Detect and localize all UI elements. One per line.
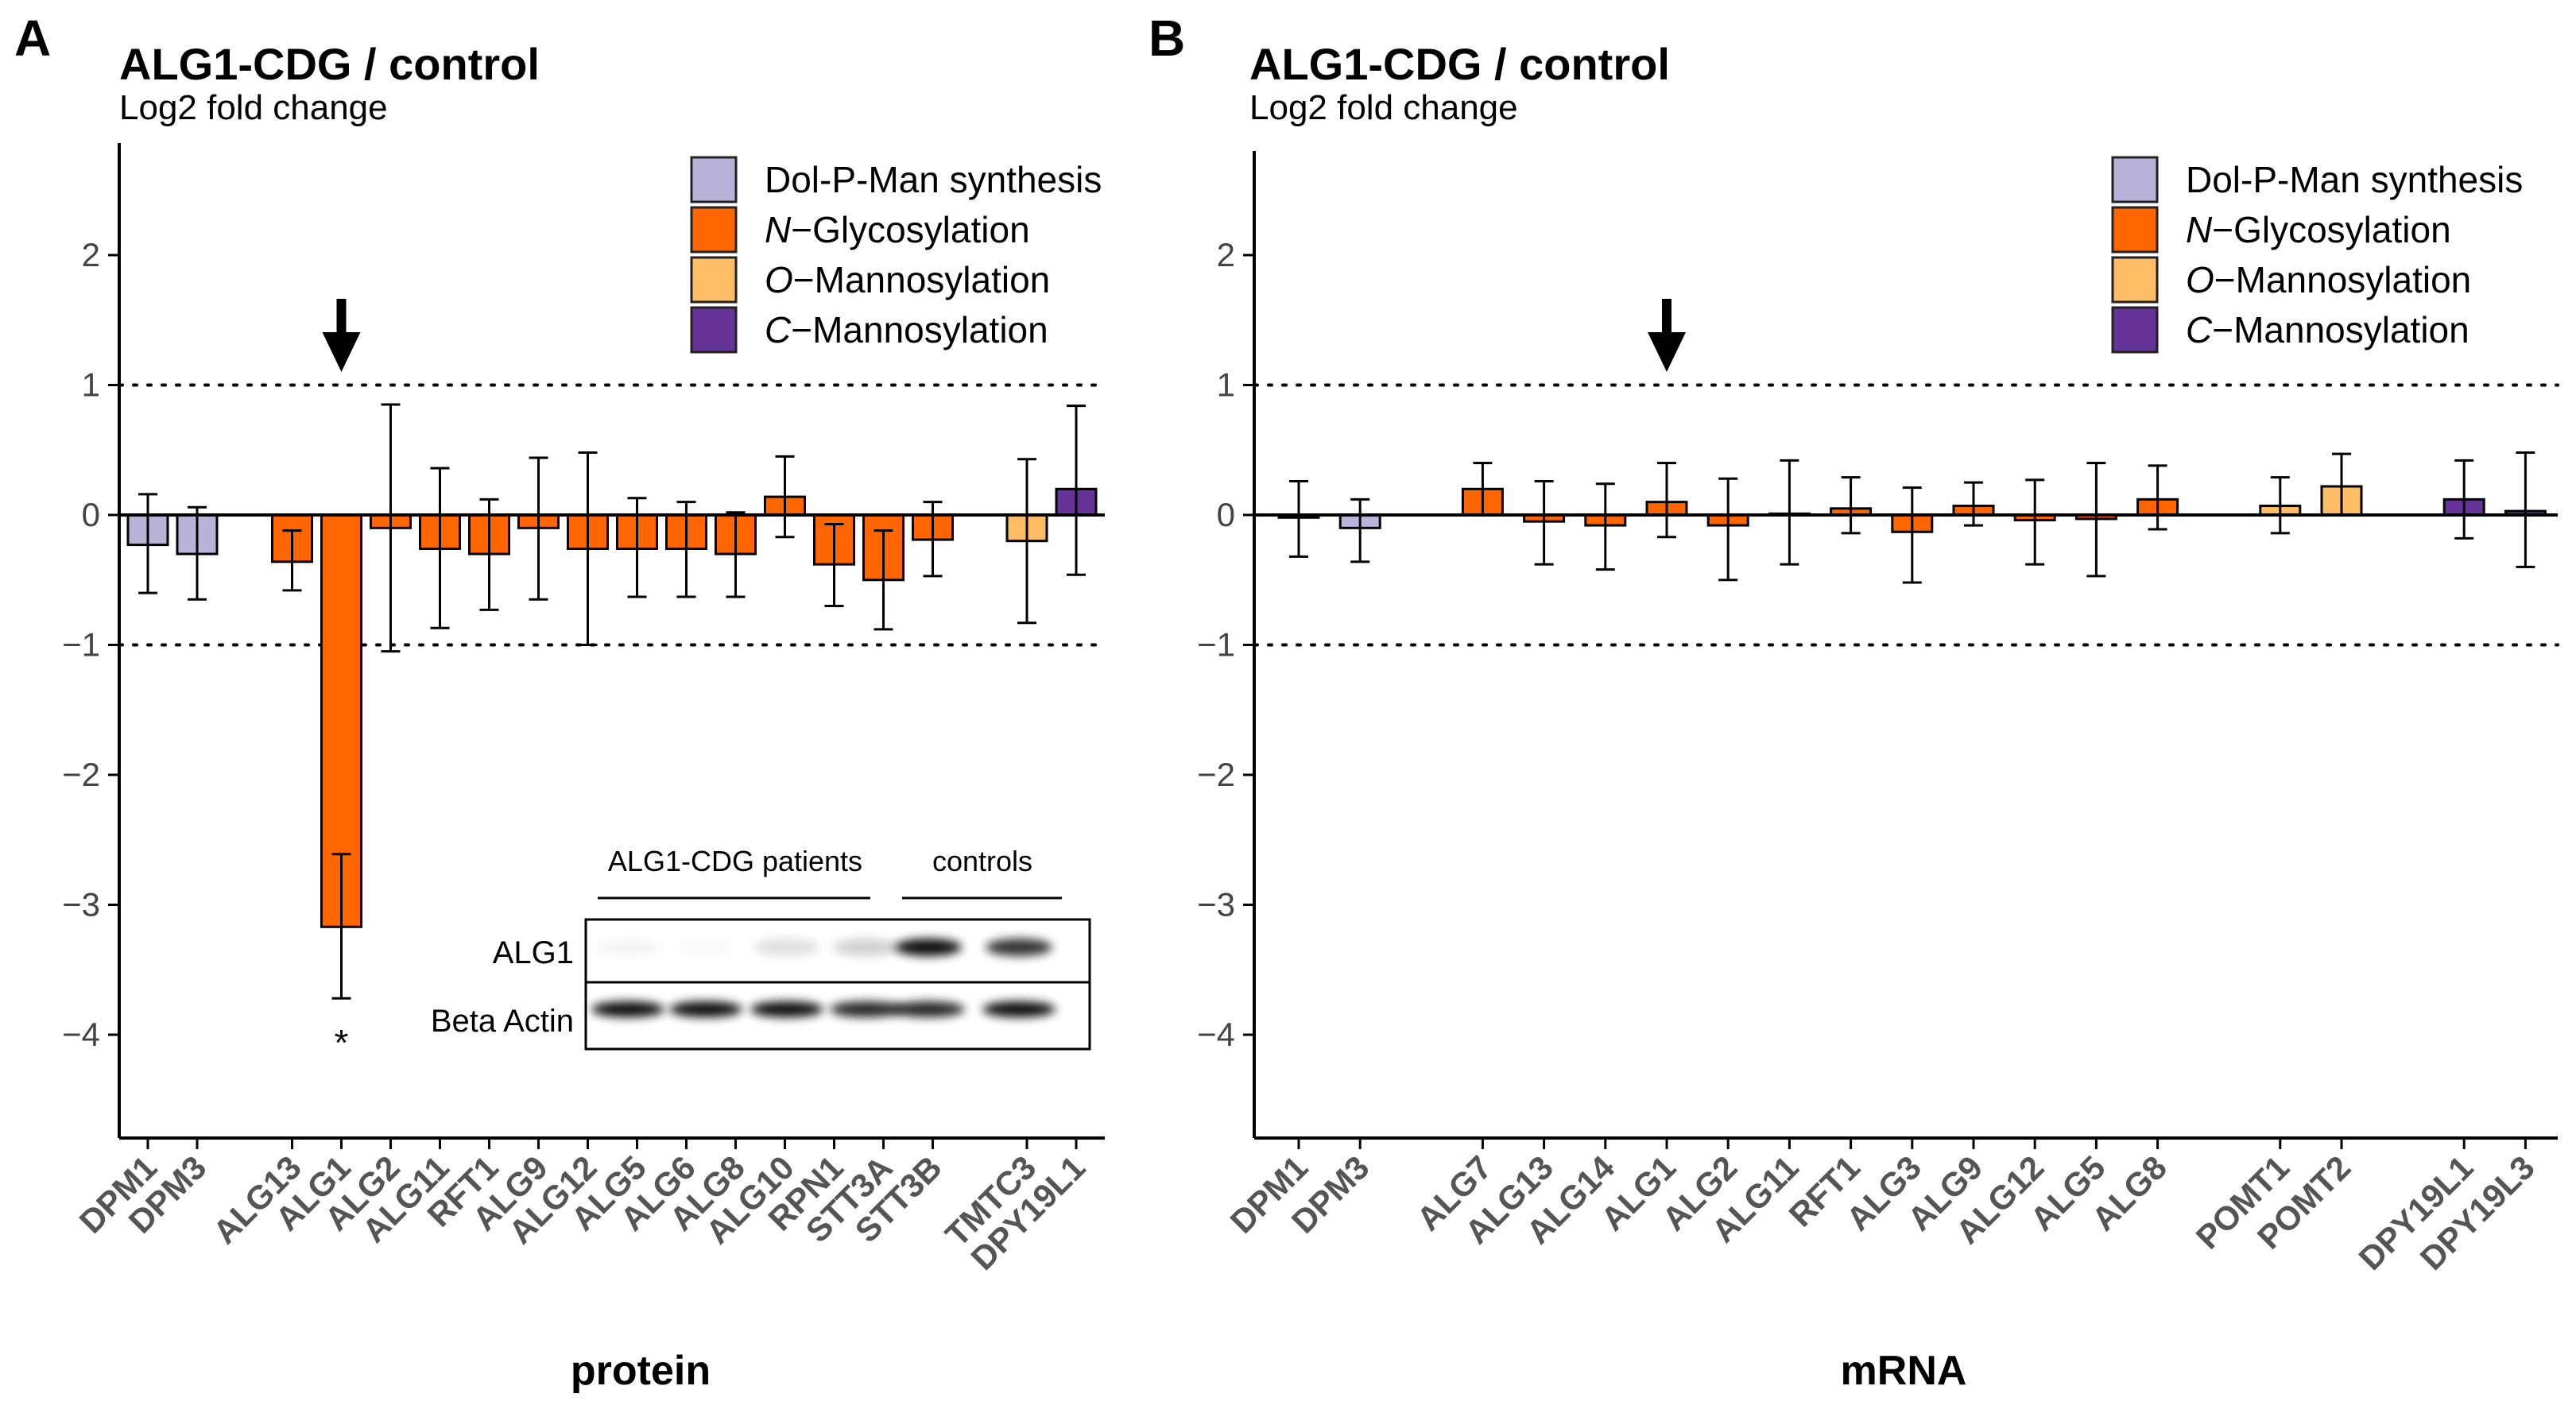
legend-swatch-omann <box>2111 256 2159 304</box>
down-arrow-icon <box>1648 299 1686 372</box>
blot-band-actin <box>591 1001 664 1017</box>
panel-b-title: ALG1-CDG / control <box>1249 39 1670 89</box>
legend-label-omann: O−Mannosylation <box>2186 259 2471 300</box>
y-tick-label: −4 <box>62 1016 100 1053</box>
western-blot-inset: ALG1-CDG patients controls ALG1 Beta Act… <box>431 845 1091 1051</box>
panel-a-subtitle: Log2 fold change <box>119 88 388 127</box>
panel-b-label: B <box>1149 10 1185 67</box>
legend-label-omann: O−Mannosylation <box>765 259 1050 300</box>
y-tick-label: 0 <box>82 496 100 533</box>
legend-swatch-cmann <box>690 306 738 354</box>
panel-a-title: ALG1-CDG / control <box>119 39 540 89</box>
legend-label-dolp: Dol-P-Man synthesis <box>2186 159 2523 200</box>
y-tick-label: −3 <box>62 886 100 923</box>
blot-band-alg1 <box>753 939 820 956</box>
blot-row-alg1-label: ALG1 <box>493 935 574 970</box>
legend-label-nglyc: N−Glycosylation <box>2186 209 2451 250</box>
blot-band-actin <box>830 1001 903 1017</box>
legend-label-nglyc: N−Glycosylation <box>765 209 1030 250</box>
legend-label-cmann: C−Mannosylation <box>765 309 1048 350</box>
legend-swatch-dolp <box>690 156 738 203</box>
y-tick-label: 1 <box>82 366 100 404</box>
blot-band-alg1 <box>672 939 739 956</box>
y-tick-label: −1 <box>62 626 100 664</box>
blot-band-alg1 <box>986 939 1052 956</box>
panel-b-x-axis-label: mRNA <box>1841 1348 1967 1394</box>
blot-band-alg1 <box>833 939 900 956</box>
legend-swatch-nglyc <box>690 206 738 254</box>
blot-bands <box>591 939 1056 1017</box>
y-tick-label: −2 <box>62 756 100 793</box>
blot-row-actin-label: Beta Actin <box>431 1004 574 1039</box>
y-tick-label: 2 <box>1217 236 1235 273</box>
panel-b-legend: Dol-P-Man synthesis N−Glycosylation O−Mann… <box>2111 156 2523 354</box>
blot-band-actin <box>669 1001 742 1017</box>
y-tick-label: 0 <box>1217 496 1235 533</box>
legend-label-cmann: C−Mannosylation <box>2186 309 2469 350</box>
blot-band-alg1 <box>895 939 962 956</box>
arrow-shaft <box>1662 299 1671 340</box>
panel-a-x-axis-label: protein <box>571 1348 711 1394</box>
y-tick-label: 1 <box>1217 366 1235 404</box>
y-tick-label: −2 <box>1197 756 1235 793</box>
panel-b-grid <box>1253 383 2559 647</box>
arrow-head <box>1648 332 1686 372</box>
y-tick-label: −4 <box>1197 1016 1235 1053</box>
significance-star: * <box>335 1022 349 1063</box>
legend-swatch-cmann <box>2111 306 2159 354</box>
panel-a: A ALG1-CDG / control Log2 fold change 2 1… <box>14 10 1106 1394</box>
down-arrow-icon <box>322 299 361 372</box>
blot-header-controls: controls <box>932 845 1032 877</box>
arrow-head <box>322 332 361 372</box>
panel-a-legend: Dol-P-Man synthesis N−Glycosylation O−Mann… <box>690 156 1102 354</box>
blot-band-actin <box>892 1001 965 1017</box>
panel-b-bars <box>1277 451 2547 584</box>
y-tick-label: 2 <box>82 236 100 273</box>
blot-band-alg1 <box>595 939 661 956</box>
panel-b-subtitle: Log2 fold change <box>1249 88 1518 127</box>
blot-header-patients: ALG1-CDG patients <box>608 845 862 877</box>
blot-band-actin <box>982 1001 1056 1017</box>
legend-swatch-nglyc <box>2111 206 2159 254</box>
y-tick-label: −3 <box>1197 886 1235 923</box>
y-tick-label: −1 <box>1197 626 1235 664</box>
arrow-shaft <box>336 299 347 340</box>
legend-label-dolp: Dol-P-Man synthesis <box>765 159 1102 200</box>
panel-a-bars <box>126 403 1098 1000</box>
legend-swatch-dolp <box>2111 156 2159 203</box>
blot-band-actin <box>750 1001 823 1017</box>
panel-b: B ALG1-CDG / control Log2 fold change 2 1… <box>1149 10 2559 1394</box>
panel-a-label: A <box>14 10 51 67</box>
legend-swatch-omann <box>690 256 738 304</box>
